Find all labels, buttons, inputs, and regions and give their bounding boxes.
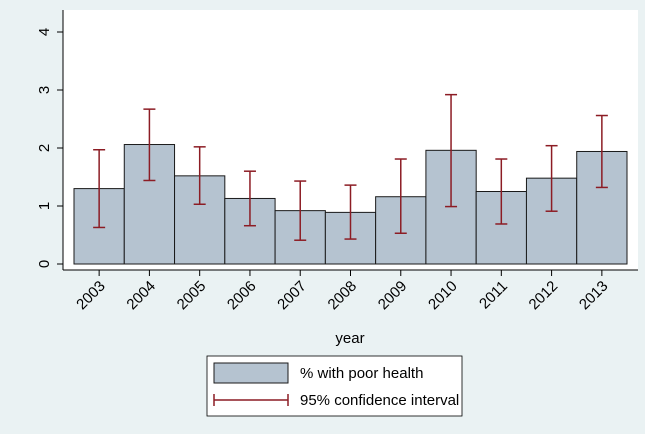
error-bar: [143, 108, 156, 182]
legend-swatch: [213, 362, 289, 384]
error-bar: [545, 144, 558, 212]
y-tick-label: 2: [36, 144, 53, 152]
legend-line: [213, 394, 289, 406]
legend-label: 95% confidence interval: [300, 392, 459, 409]
error-bar: [294, 180, 307, 241]
y-tick-label: 1: [36, 202, 53, 210]
error-bar: [394, 158, 407, 235]
error-bar: [445, 93, 458, 208]
legend-label: % with poor health: [300, 365, 423, 382]
error-bar: [93, 148, 106, 229]
x-axis-title: year: [335, 330, 364, 347]
y-tick-label: 3: [36, 86, 53, 94]
error-bar: [344, 184, 357, 240]
y-tick-label: 0: [36, 260, 53, 268]
legend: [206, 355, 463, 417]
error-bar: [243, 170, 256, 227]
error-bar: [595, 114, 608, 189]
y-tick-label: 4: [36, 28, 53, 36]
error-bar: [193, 146, 206, 206]
error-bar: [495, 158, 508, 225]
